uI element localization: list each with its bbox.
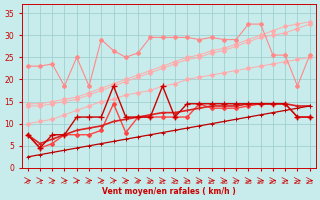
X-axis label: Vent moyen/en rafales ( km/h ): Vent moyen/en rafales ( km/h ) bbox=[102, 187, 236, 196]
